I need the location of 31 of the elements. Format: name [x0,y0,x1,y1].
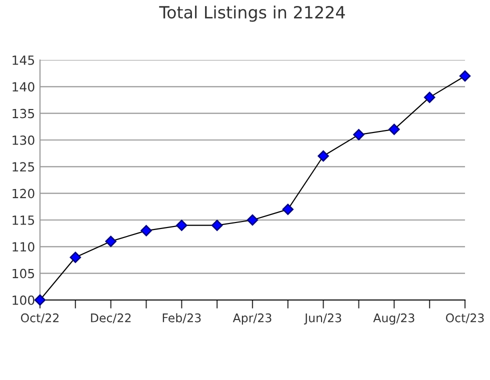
x-tick-label: Oct/22 [20,313,59,324]
point [140,225,152,236]
y-tick-label: 130 [12,135,34,145]
x-tick-label: Oct/23 [446,313,484,324]
x-tick-label: Dec/22 [91,313,131,324]
y-tick-label: 115 [12,216,34,225]
y-tick-label: 105 [12,268,34,278]
point [34,294,46,306]
y-tick-label: 110 [12,242,34,252]
y-tick-label: 135 [12,108,34,118]
point [459,70,471,82]
point [424,92,436,103]
point [105,236,116,247]
point [318,150,329,162]
y-tick-label: 145 [12,56,34,65]
point [282,204,294,215]
chart-title: Total Listings in 21224 [159,6,345,22]
y-tick-label: 100 [12,295,34,305]
y-tick-label: 120 [12,188,34,198]
point [70,252,82,263]
y-tick-label: 125 [12,162,34,172]
x-tick-label: Feb/23 [162,313,201,324]
point [176,220,188,231]
x-tick-label: Apr/23 [232,313,272,325]
point [353,129,364,140]
x-tick-label: Jun/23 [304,313,342,325]
point [388,124,400,135]
point [211,220,223,231]
x-tick-label: Aug/23 [373,313,414,325]
point [246,214,258,226]
y-tick-label: 140 [12,82,34,92]
